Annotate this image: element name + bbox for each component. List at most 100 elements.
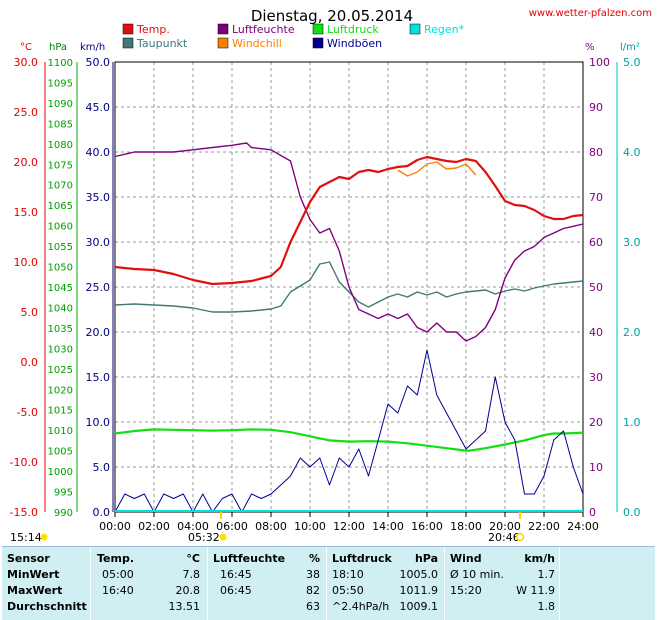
temp-unit-label: °C xyxy=(20,42,32,53)
stats-humidity-time: 06:45 xyxy=(220,584,252,597)
chart-title: Dienstag, 20.05.2014 xyxy=(251,7,413,25)
x-tick-label: 24:00 xyxy=(567,520,599,533)
temp-tick-label: -10.0 xyxy=(10,456,38,469)
temp-tick-label: -5.0 xyxy=(17,406,38,419)
legend-item: Regen* xyxy=(409,23,465,36)
rain-tick-label: 1.0 xyxy=(623,416,641,429)
series-luftfeuchte-line xyxy=(114,142,584,342)
pressure-tick-label: 1080 xyxy=(48,140,73,151)
x-tick-label: 02:00 xyxy=(138,520,170,533)
x-tick-label: 08:00 xyxy=(255,520,287,533)
humidity-tick-label: 10 xyxy=(589,461,603,474)
legend-swatch xyxy=(312,37,324,49)
stats-pressure-value: 1009.1 xyxy=(399,600,439,613)
stats-humidity-value: 63 xyxy=(306,600,320,613)
legend-swatch xyxy=(217,23,229,35)
temp-tick-label: 0.0 xyxy=(21,356,39,369)
stats-temp-value: 7.8 xyxy=(182,568,201,581)
stats-temp-value: 20.8 xyxy=(175,584,201,597)
axis-ticks: 00:00 02:00 04:00 06:00 08:00 10:00 12:00 14:00… xyxy=(10,56,641,533)
stats-wind-value: 1.7 xyxy=(537,568,556,581)
stats-wind-value: W 11.9 xyxy=(516,584,555,597)
legend-label: Luftdruck xyxy=(327,23,379,36)
humidity-unit-label: % xyxy=(585,42,595,53)
stats-pressure-time: 05:50 xyxy=(332,584,364,597)
rain-unit-label: l/m² xyxy=(620,42,640,53)
stats-wind-time: Ø 10 min. xyxy=(450,568,504,581)
stats-pressure-time: 18:10 xyxy=(332,568,364,581)
humidity-tick-label: 80 xyxy=(589,146,603,159)
pressure-tick-label: 1040 xyxy=(48,303,73,314)
pressure-tick-label: 1030 xyxy=(48,344,73,355)
stats-header-wind: Wind xyxy=(450,552,482,565)
x-tick-label: 10:00 xyxy=(294,520,326,533)
wind-tick-label: 10.0 xyxy=(86,416,111,429)
stats-table: Sensor Temp. °C Luftfeuchte % Luftdruck … xyxy=(2,546,655,620)
pressure-tick-label: 1050 xyxy=(48,263,73,274)
stats-humidity-value: 38 xyxy=(306,568,320,581)
temp-tick-label: 15.0 xyxy=(14,206,39,219)
series-taupunkt-line xyxy=(114,261,584,313)
legend-label: Regen* xyxy=(424,23,465,36)
pressure-tick-label: 1085 xyxy=(48,119,73,130)
x-tick-label: 04:00 xyxy=(177,520,209,533)
source-link[interactable]: www.wetter-pfalzen.com xyxy=(529,8,652,19)
temp-tick-label: 25.0 xyxy=(14,106,39,119)
legend: Temp. Luftfeuchte Luftdruck Regen* Taupunkt W… xyxy=(122,23,465,50)
stats-row-label: MinWert xyxy=(7,568,60,581)
pressure-tick-label: 1075 xyxy=(48,160,73,171)
legend-swatch xyxy=(122,37,134,49)
temp-tick-label: 20.0 xyxy=(14,156,39,169)
legend-item: Taupunkt xyxy=(122,37,188,50)
pressure-tick-label: 1035 xyxy=(48,324,73,335)
series-luftdruck-line xyxy=(114,428,584,452)
stats-header-sensor: Sensor xyxy=(7,552,50,565)
legend-label: Temp. xyxy=(136,23,170,36)
stats-header-pressure: Luftdruck xyxy=(332,552,392,565)
temp-tick-label: 5.0 xyxy=(21,306,39,319)
pressure-tick-label: 1095 xyxy=(48,78,73,89)
stats-temp-time: 05:00 xyxy=(102,568,134,581)
pressure-tick-label: 1010 xyxy=(48,426,73,437)
x-tick-label: 16:00 xyxy=(411,520,443,533)
pressure-tick-label: 1015 xyxy=(48,406,73,417)
humidity-tick-label: 0 xyxy=(589,506,596,519)
humidity-tick-label: 40 xyxy=(589,326,603,339)
wind-unit-label: km/h xyxy=(80,42,105,53)
x-tick-label: 00:00 xyxy=(99,520,131,533)
wind-tick-label: 45.0 xyxy=(86,101,111,114)
wind-tick-label: 20.0 xyxy=(86,326,111,339)
stats-humidity-value: 82 xyxy=(306,584,320,597)
x-tick-label: 06:00 xyxy=(216,520,248,533)
rain-tick-label: 3.0 xyxy=(623,236,641,249)
pressure-tick-label: 1070 xyxy=(48,181,73,192)
humidity-tick-label: 100 xyxy=(589,56,610,69)
rain-tick-label: 0.0 xyxy=(623,506,641,519)
pressure-tick-label: 1005 xyxy=(48,447,73,458)
wind-tick-label: 30.0 xyxy=(86,236,111,249)
legend-item: Temp. xyxy=(122,23,170,36)
x-tick-label: 20:00 xyxy=(489,520,521,533)
pressure-tick-label: 1020 xyxy=(48,385,73,396)
wind-tick-label: 5.0 xyxy=(93,461,111,474)
pressure-tick-label: 1090 xyxy=(48,99,73,110)
wind-tick-label: 35.0 xyxy=(86,191,111,204)
wind-tick-label: 25.0 xyxy=(86,281,111,294)
stats-header-pressure-unit: hPa xyxy=(414,552,438,565)
stats-humidity-time: 16:45 xyxy=(220,568,252,581)
humidity-tick-label: 70 xyxy=(589,191,603,204)
x-tick-label: 12:00 xyxy=(333,520,365,533)
plot-area xyxy=(114,142,584,513)
temp-tick-label: 10.0 xyxy=(14,256,39,269)
humidity-tick-label: 50 xyxy=(589,281,603,294)
pressure-tick-label: 1000 xyxy=(48,467,73,478)
wind-tick-label: 15.0 xyxy=(86,371,111,384)
legend-item: Windchill xyxy=(217,37,282,50)
stats-pressure-value: 1011.9 xyxy=(399,584,439,597)
stats-header-temp: Temp. xyxy=(97,552,135,565)
rain-tick-label: 5.0 xyxy=(623,56,641,69)
stats-pressure-time: ^2.4hPa/h xyxy=(332,600,390,613)
stats-header-temp-unit: °C xyxy=(186,552,200,565)
legend-label: Windböen xyxy=(327,37,382,50)
